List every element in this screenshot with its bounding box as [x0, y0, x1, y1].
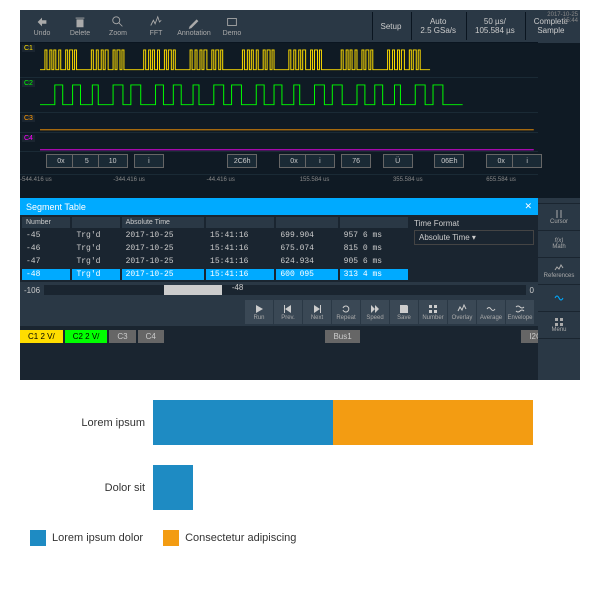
demo-button[interactable]: Demo: [214, 12, 250, 40]
average-button[interactable]: Average: [477, 300, 505, 324]
zoom-button[interactable]: Zoom: [100, 12, 136, 40]
channel-2-trace: C2: [20, 78, 538, 113]
bus-badge[interactable]: Bus1: [325, 330, 359, 343]
save-button[interactable]: Save: [390, 300, 418, 324]
number-button[interactable]: Number: [419, 300, 447, 324]
channel-3-trace: C3: [20, 113, 538, 133]
undo-button[interactable]: Undo: [24, 12, 60, 40]
setup-info[interactable]: Setup: [372, 12, 410, 40]
time-axis: -544.416 us-344.416 us-44.416 us155.584 …: [20, 175, 538, 187]
time-format-label: Time Format: [414, 219, 534, 228]
cursor-button[interactable]: Cursor: [538, 204, 580, 231]
references-button[interactable]: References: [538, 258, 580, 285]
channel-4-badge[interactable]: C4: [138, 330, 164, 343]
fft-button[interactable]: FFT: [138, 12, 174, 40]
channel-2-badge[interactable]: C2 2 V/: [65, 330, 108, 343]
envelope-button[interactable]: Envelope: [506, 300, 534, 324]
toolbar: Undo Delete Zoom FFT Annotation Demo Set…: [20, 10, 580, 43]
run-button[interactable]: Run: [245, 300, 273, 324]
wave-icon[interactable]: [538, 285, 580, 312]
annotation-button[interactable]: Annotation: [176, 12, 212, 40]
waveform-display: C1 C2 C3 C4 0x510i2C6h0xi76Ü06Eh0xi -544…: [20, 43, 580, 198]
bar-chart: Lorem ipsumDolor sitLorem ipsum dolorCon…: [20, 400, 580, 546]
history-scrollbar[interactable]: -106 -48 0: [20, 282, 538, 298]
channel-3-badge[interactable]: C3: [109, 330, 135, 343]
trigger-mode[interactable]: Auto2.5 GSa/s: [411, 12, 464, 40]
segment-table-panel: Segment Table ✕ NumberAbsolute Time-45Tr…: [20, 198, 538, 282]
channel-bar: C1 2 V/ C2 2 V/ C3 C4 Bus1 I2C BT: [20, 326, 580, 346]
delete-button[interactable]: Delete: [62, 12, 98, 40]
time-format-select[interactable]: Absolute Time ▾: [414, 230, 534, 245]
fx-button[interactable]: f(x)Math: [538, 231, 580, 258]
close-icon[interactable]: ✕: [524, 201, 532, 212]
playback-bar: Run Prev. Next Repeat Speed Save Number …: [20, 298, 538, 326]
channel-4-trace: C4: [20, 133, 538, 153]
channel-1-badge[interactable]: C1 2 V/: [20, 330, 63, 343]
speed-button[interactable]: Speed: [361, 300, 389, 324]
datetime: 2017-10-2515:44: [547, 12, 578, 24]
bus-decode-row: 0x510i2C6h0xi76Ü06Eh0xi: [20, 152, 538, 175]
segment-table-header: Segment Table ✕: [20, 198, 538, 215]
next-button[interactable]: Next: [303, 300, 331, 324]
menu-button[interactable]: Menu: [538, 312, 580, 339]
prev-button[interactable]: Prev.: [274, 300, 302, 324]
oscilloscope-screenshot: 2017-10-2515:44 Undo Delete Zoom FFT Ann…: [20, 10, 580, 380]
overlay-button[interactable]: Overlay: [448, 300, 476, 324]
timebase-info[interactable]: 50 µs/105.584 µs: [466, 12, 523, 40]
segment-table[interactable]: NumberAbsolute Time-45Trg'd2017-10-2515:…: [20, 215, 410, 282]
repeat-button[interactable]: Repeat: [332, 300, 360, 324]
channel-1-trace: C1: [20, 43, 538, 78]
